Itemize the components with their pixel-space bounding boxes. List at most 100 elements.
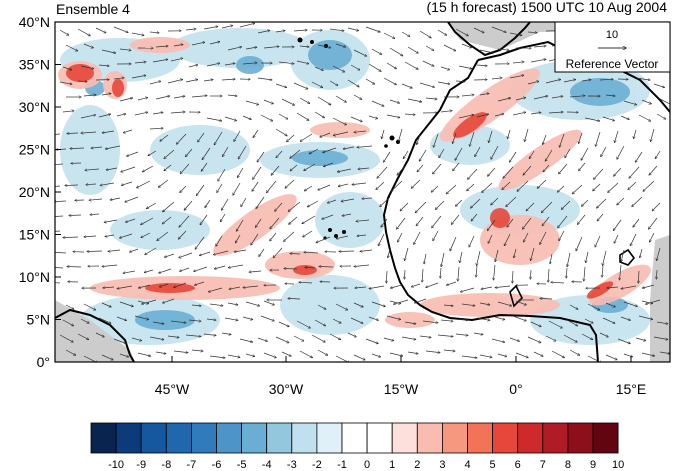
wind-vector: [542, 216, 550, 226]
wind-vector: [515, 300, 526, 305]
wind-vector: [476, 65, 487, 66]
wind-vector: [455, 28, 468, 36]
wind-vector: [584, 266, 585, 281]
wind-vector: [131, 32, 144, 35]
colorbar-box: [190, 422, 217, 454]
wind-vector: [620, 316, 630, 320]
wind-vector: [621, 285, 637, 289]
wind-vector: [523, 165, 532, 175]
colorbar-box: [140, 422, 167, 454]
wind-vector: [582, 199, 589, 206]
wind-vector: [91, 147, 103, 148]
wind-vector: [336, 235, 349, 239]
wind-vector: [497, 49, 509, 50]
wind-vector: [188, 65, 198, 68]
wind-vector: [614, 234, 619, 243]
wind-vector: [180, 267, 190, 271]
wind-vector: [304, 252, 319, 253]
wind-vector: [290, 164, 298, 171]
wind-vector: [650, 232, 655, 242]
wind-vector: [77, 81, 87, 82]
wind-vector: [55, 133, 61, 135]
wind-vector: [194, 266, 208, 271]
wind-vector: [599, 79, 613, 80]
wind-vector: [117, 285, 133, 289]
wind-vector: [65, 44, 78, 51]
wind-vector: [324, 162, 334, 167]
wind-vector: [551, 96, 563, 99]
wind-vector: [267, 180, 277, 193]
wind-vector: [368, 115, 378, 119]
wind-vector: [577, 214, 586, 224]
wind-vector: [80, 115, 96, 119]
wind-vector: [113, 78, 124, 79]
wind-vector: [67, 267, 82, 268]
wind-vector: [441, 252, 445, 267]
lake-chad: [619, 248, 636, 266]
wind-vector: [561, 200, 571, 209]
wind-vector: [206, 63, 220, 67]
wind-vector: [271, 165, 280, 175]
colorbar-label: 5: [490, 459, 496, 471]
wind-vector: [288, 201, 301, 211]
wind-vector: [165, 253, 175, 257]
wind-vector: [284, 269, 298, 270]
wind-vector: [155, 96, 170, 100]
wind-vector: [227, 47, 242, 51]
wind-vector: [545, 149, 553, 161]
wind-vector: [229, 286, 241, 289]
wind-vector: [323, 147, 337, 153]
wind-vector: [287, 134, 295, 142]
wind-vector: [450, 236, 457, 251]
colorbar-box: [366, 422, 393, 454]
wind-vector: [378, 233, 385, 246]
wind-vector: [242, 316, 253, 320]
wind-vector: [533, 351, 543, 356]
wind-vector: [397, 165, 406, 175]
wind-vector: [152, 59, 168, 63]
wind-vector: [416, 216, 424, 226]
colorbar-label: 7: [540, 459, 546, 471]
wind-vector: [603, 250, 607, 266]
wind-vector: [284, 231, 295, 241]
wind-vector: [180, 185, 187, 193]
wind-vector: [461, 287, 475, 292]
wind-vector: [180, 163, 190, 174]
wind-vector: [443, 350, 455, 351]
wind-vector: [65, 349, 76, 355]
wind-vector: [488, 234, 493, 243]
wind-vector: [357, 145, 373, 147]
wind-vector: [389, 99, 400, 103]
wind-vector: [527, 81, 539, 85]
wind-vector: [632, 196, 643, 207]
wind-vector: [220, 213, 226, 222]
wind-vector: [167, 335, 179, 337]
wind-vector: [649, 217, 658, 229]
wind-vector: [234, 130, 241, 141]
wind-vector: [635, 77, 650, 80]
wind-vector: [317, 304, 326, 309]
wind-vector: [137, 352, 151, 356]
wind-vector: [304, 163, 316, 171]
wind-vector: [113, 338, 126, 344]
wind-vector: [86, 184, 97, 185]
y-tick-label: 0°: [37, 354, 50, 370]
wind-vector: [656, 321, 668, 324]
wind-vector: [179, 252, 193, 258]
wind-vector: [216, 235, 223, 246]
wind-vector: [98, 114, 111, 118]
wind-vector: [55, 267, 64, 268]
x-axis: 45°W 30°W 15°W 0° 15°E: [155, 356, 646, 397]
wind-vector: [257, 151, 265, 162]
wind-vector: [419, 149, 427, 161]
wind-vector: [545, 79, 561, 84]
wind-vector: [437, 81, 450, 84]
wind-vector: [242, 115, 251, 120]
wind-vector: [559, 133, 565, 147]
wind-vector: [491, 145, 499, 159]
wind-vector: [563, 334, 577, 342]
wind-vector: [263, 47, 279, 49]
wind-vector: [371, 301, 385, 307]
wind-vector: [597, 198, 607, 208]
wind-vector: [458, 115, 474, 119]
